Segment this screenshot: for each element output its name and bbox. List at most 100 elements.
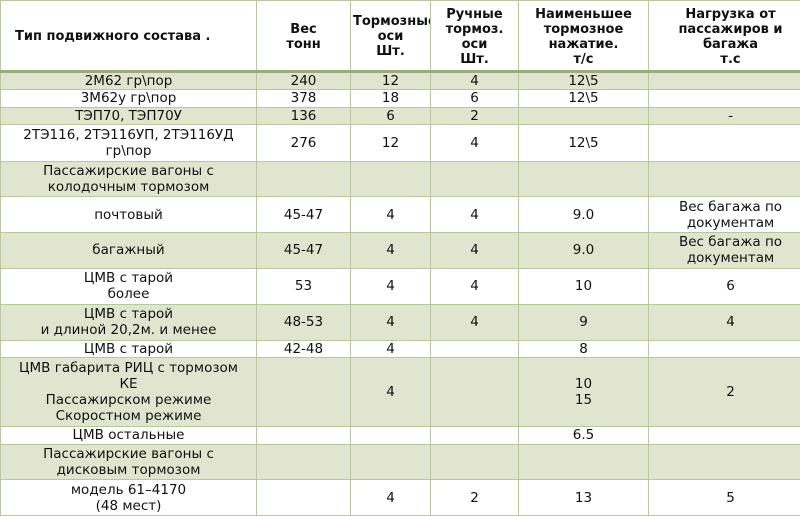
hand-brake-axles-cell: 6 [430,89,519,108]
table-row: ЦМВ с тарой 42-48 4 8 [0,339,800,359]
hand-brake-axles-cell [430,443,519,481]
min-brake-pressure-cell [518,160,649,198]
brake-axles-cell: 4 [350,267,431,306]
stock-type-cell: 2ТЭ116, 2ТЭ116УП, 2ТЭ116УД гр\пор [0,123,257,162]
table-row: багажный 45-47 4 4 9.0 Вес багажа по документ… [0,231,800,269]
weight-cell: 276 [256,123,351,162]
brake-axles-cell: 4 [350,339,431,359]
passenger-load-cell: 4 [648,304,800,341]
hand-brake-axles-cell: 4 [430,196,519,233]
stock-type-cell: 2М62 гр\пор [0,70,257,91]
brake-axles-cell: 4 [350,479,431,516]
min-brake-pressure-cell [518,443,649,481]
stock-type-cell: Пассажирские вагоны с дисковым тормозом [0,443,257,481]
weight-cell: 240 [256,70,351,91]
stock-type-cell: багажный [0,231,257,269]
table-row: модель 61–4170 (48 мест) 4 2 13 5 [0,479,800,516]
stock-type-cell: модель 61–4170 (48 мест) [0,479,257,516]
min-brake-pressure-cell: 12\5 [518,70,649,91]
weight-cell: 45-47 [256,231,351,269]
hand-brake-axles-cell [430,426,519,445]
header-passenger-load: Нагрузка от пассажиров и багажа т.с [648,0,800,73]
brake-axles-cell: 12 [350,70,431,91]
header-brake-axles: Тормозные оси Шт. [350,0,431,73]
brake-axles-cell: 4 [350,357,431,428]
table-row: ЦМВ остальные 6.5 [0,426,800,445]
passenger-load-cell: - [648,106,800,125]
table-row: ЦМВ с тарой и длиной 20,2м. и менее 48-53… [0,304,800,341]
hand-brake-axles-cell [430,339,519,359]
weight-cell [256,160,351,198]
passenger-load-cell [648,123,800,162]
passenger-load-cell: 2 [648,357,800,428]
brake-axles-cell: 18 [350,89,431,108]
header-min-brake-pressure: Наименьшее тормозное нажатие. т/с [518,0,649,73]
header-hand-brake-axles: Ручные тормоз. оси Шт. [430,0,519,73]
hand-brake-axles-cell: 4 [430,267,519,306]
min-brake-pressure-cell: 9 [518,304,649,341]
weight-cell: 48-53 [256,304,351,341]
min-brake-pressure-cell: 9.0 [518,196,649,233]
header-weight: Вес тонн [256,0,351,73]
min-brake-pressure-cell: 12\5 [518,89,649,108]
weight-cell: 53 [256,267,351,306]
stock-type-cell: ТЭП70, ТЭП70У [0,106,257,125]
hand-brake-axles-cell [430,357,519,428]
stock-type-cell: 3М62у гр\пор [0,89,257,108]
header-row: Тип подвижного состава . Вес тонн Тормоз… [0,0,800,73]
passenger-load-cell: 5 [648,479,800,516]
weight-cell: 136 [256,106,351,125]
passenger-load-cell [648,160,800,198]
passenger-load-cell [648,426,800,445]
passenger-load-cell [648,89,800,108]
passenger-load-cell [648,339,800,359]
table-row: 2ТЭ116, 2ТЭ116УП, 2ТЭ116УД гр\пор 276 12 4 1… [0,123,800,162]
min-brake-pressure-cell: 12\5 [518,123,649,162]
brake-axles-cell: 4 [350,196,431,233]
hand-brake-axles-cell: 2 [430,479,519,516]
min-brake-pressure-cell: 9.0 [518,231,649,269]
passenger-load-cell: 6 [648,267,800,306]
passenger-load-cell [648,443,800,481]
table-row: ЦМВ с тарой более 53 4 4 10 6 [0,267,800,306]
hand-brake-axles-cell: 4 [430,304,519,341]
table-row: ТЭП70, ТЭП70У 136 6 2 - [0,106,800,125]
stock-type-cell: почтовый [0,196,257,233]
table-row: ЦМВ габарита РИЦ с тормозом КЕ Пассажирс… [0,357,800,428]
min-brake-pressure-cell: 10 [518,267,649,306]
min-brake-pressure-cell: 13 [518,479,649,516]
brake-axles-cell [350,443,431,481]
passenger-load-cell: Вес багажа по документам [648,196,800,233]
hand-brake-axles-cell: 4 [430,231,519,269]
weight-cell: 45-47 [256,196,351,233]
brake-axles-cell: 4 [350,304,431,341]
hand-brake-axles-cell [430,160,519,198]
stock-type-cell: ЦМВ габарита РИЦ с тормозом КЕ Пассажирс… [0,357,257,428]
weight-cell [256,479,351,516]
table-row: Пассажирские вагоны с колодочным тормозо… [0,160,800,198]
hand-brake-axles-cell: 2 [430,106,519,125]
stock-type-cell: ЦМВ с тарой и длиной 20,2м. и менее [0,304,257,341]
hand-brake-axles-cell: 4 [430,123,519,162]
brake-axles-cell: 4 [350,231,431,269]
weight-cell [256,357,351,428]
passenger-load-cell [648,70,800,91]
min-brake-pressure-cell: 6.5 [518,426,649,445]
hand-brake-axles-cell: 4 [430,70,519,91]
weight-cell: 42-48 [256,339,351,359]
brake-axles-cell [350,160,431,198]
weight-cell: 378 [256,89,351,108]
stock-type-cell: ЦМВ остальные [0,426,257,445]
stock-type-cell: Пассажирские вагоны с колодочным тормозо… [0,160,257,198]
min-brake-pressure-cell [518,106,649,125]
weight-cell [256,443,351,481]
table-row: 2М62 гр\пор 240 12 4 12\5 [0,70,800,91]
passenger-load-cell: Вес багажа по документам [648,231,800,269]
stock-type-cell: ЦМВ с тарой [0,339,257,359]
brake-axles-cell: 12 [350,123,431,162]
table-row: 3М62у гр\пор 378 18 6 12\5 [0,89,800,108]
brake-axles-cell [350,426,431,445]
stock-type-cell: ЦМВ с тарой более [0,267,257,306]
table-row: почтовый 45-47 4 4 9.0 Вес багажа по документ… [0,196,800,233]
